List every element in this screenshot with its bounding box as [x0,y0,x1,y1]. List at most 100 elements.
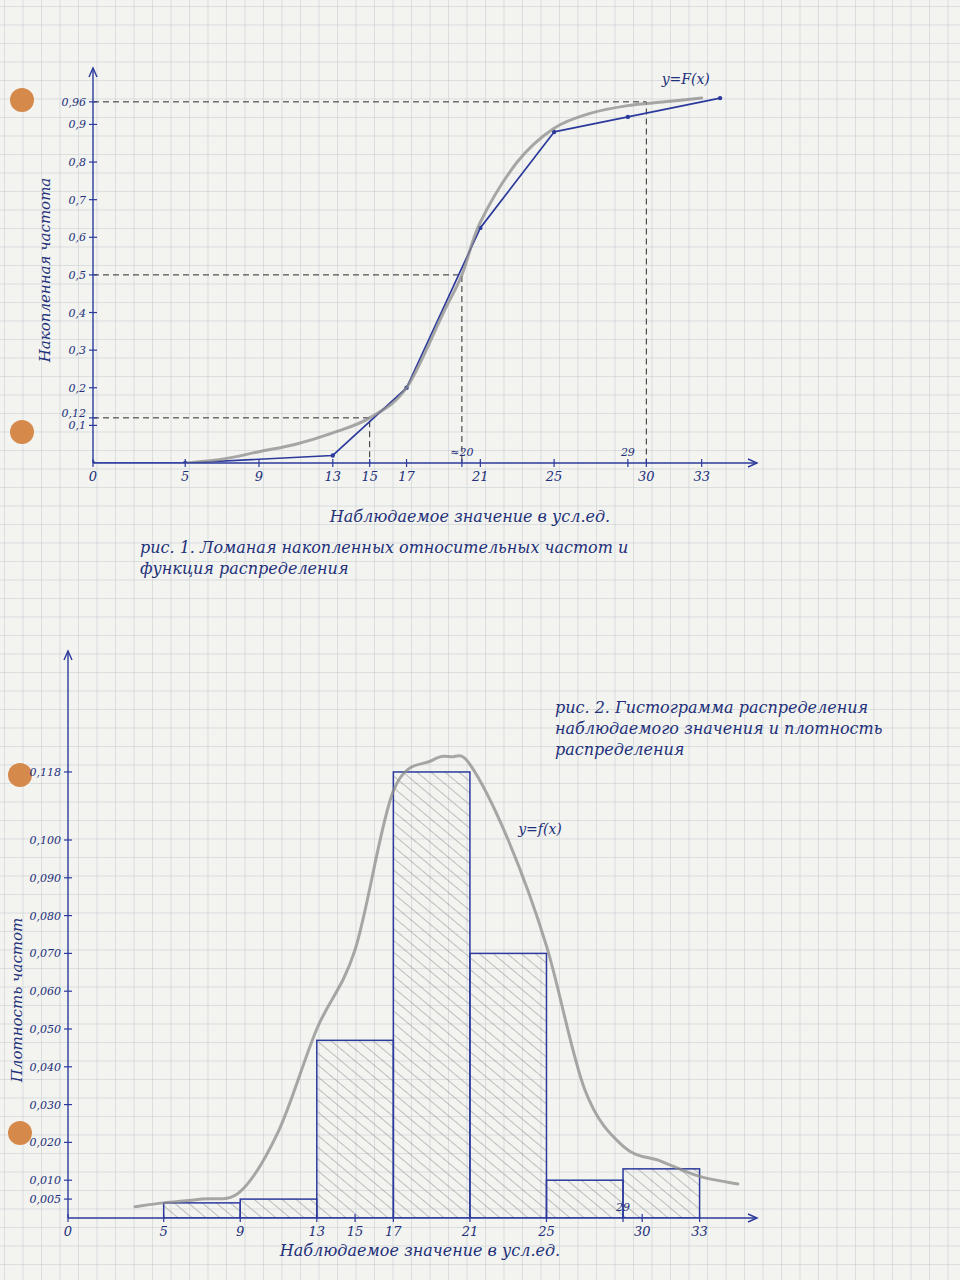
y-axis-label: Накопленная частота [36,178,54,364]
x-tick [622,1214,623,1222]
reference-line [93,275,462,463]
x-tick-label: 13 [309,1224,326,1239]
y-tick-label: 0,040 [30,1061,62,1074]
y-tick [64,877,72,878]
x-tick-label: 9 [236,1224,244,1239]
x-tick [642,1214,643,1222]
series-label: y=f(x) [517,821,562,837]
y-tick-label: 0,100 [30,834,62,847]
chart: 059131517≈2021252930330,10,120,20,30,40,… [36,68,757,578]
y-tick [64,991,72,992]
chart-title: рис. 1. Ломаная накопленных относительны… [140,538,628,578]
x-tick-label: 0 [89,469,97,484]
y-tick [64,1180,72,1181]
x-tick-label: 33 [691,1224,708,1239]
y-tick-label: 0,2 [69,382,87,395]
y-tick-label: 0,6 [69,231,87,244]
y-tick [89,387,97,388]
x-tick [627,459,628,467]
x-tick-label: 25 [545,469,563,484]
series-line [185,98,701,463]
x-tick [461,459,462,467]
y-tick [89,199,97,200]
paper [0,0,960,1280]
x-tick-label: 29 [620,446,635,459]
histogram-bar [164,1203,241,1218]
axes [89,68,757,467]
y-tick [89,237,97,238]
x-tick-label: 33 [693,469,710,484]
paper-grid [0,0,960,1280]
punch-hole [8,1121,32,1145]
punch-hole [10,420,34,444]
y-tick-label: 0,8 [69,156,87,169]
title-line: наблюдаемого значения и плотность [555,719,882,738]
y-tick [64,1198,72,1199]
x-tick-label: 17 [398,469,415,484]
y-axis [92,68,93,463]
x-tick-label: 30 [634,1224,651,1239]
series-line [135,756,738,1207]
x-tick [699,1214,700,1222]
y-tick [64,771,72,772]
page: 059131517≈2021252930330,10,120,20,30,40,… [0,0,960,1280]
chart-title: рис. 2. Гистограмма распределения наблюда… [555,698,882,759]
x-axis-label: Наблюдаемое значение в усл.ед. [329,507,610,526]
y-tick [64,1104,72,1105]
series-marker [718,96,722,100]
y-tick-label: 0,005 [30,1193,62,1206]
y-tick-label: 0,96 [62,96,87,109]
y-tick-label: 0,030 [30,1099,62,1112]
x-tick [646,459,647,467]
title-line: рис. 1. Ломаная накопленных относительны… [140,538,628,557]
x-tick-label: 17 [385,1224,402,1239]
y-tick [89,312,97,313]
y-tick-label: 0,118 [30,766,62,779]
x-arrow [748,1214,757,1222]
title-line: рис. 2. Гистограмма распределения [555,698,868,717]
series-marker [331,453,335,457]
series-line [93,98,720,463]
series-marker [626,115,630,119]
y-tick [89,350,97,351]
x-tick-label: 15 [361,469,378,484]
chart: 05913151721252930330,0050,0100,0200,0300… [8,651,882,1260]
reference-line [93,102,646,463]
y-tick [89,274,97,275]
histogram-bar [240,1199,317,1218]
x-tick [406,459,407,467]
x-tick [480,459,481,467]
x-arrow [748,459,757,467]
x-tick [393,1214,394,1222]
y-tick-label: 0,080 [30,910,62,923]
y-tick-label: 0,12 [62,407,87,420]
x-tick-label: ≈20 [450,446,473,459]
y-axis-label: Плотность частот [8,918,26,1084]
y-tick [64,915,72,916]
x-tick-label: 9 [255,469,263,484]
y-tick [89,101,97,102]
x-tick [240,1214,241,1222]
y-tick-label: 0,5 [69,269,87,282]
series-label: y=F(x) [661,71,710,87]
x-tick [258,459,259,467]
title-line: функция распределения [140,559,349,578]
x-tick-label: 21 [461,1224,479,1239]
y-tick-label: 0,090 [30,872,62,885]
punch-hole [8,763,32,787]
y-tick-label: 0,7 [69,194,87,207]
x-tick-label: 29 [615,1201,630,1214]
y-tick [64,953,72,954]
y-tick [64,1028,72,1029]
x-tick [546,1214,547,1222]
histogram-bar [623,1169,700,1218]
y-tick [89,425,97,426]
plot-area [93,96,722,463]
y-tick-label: 0,4 [69,307,87,320]
y-tick-label: 0,1 [69,419,87,432]
x-axis-label: Наблюдаемое значение в усл.ед. [279,1241,560,1260]
x-tick [554,459,555,467]
x-tick [316,1214,317,1222]
x-tick-label: 5 [160,1224,168,1239]
y-arrow [89,68,97,77]
